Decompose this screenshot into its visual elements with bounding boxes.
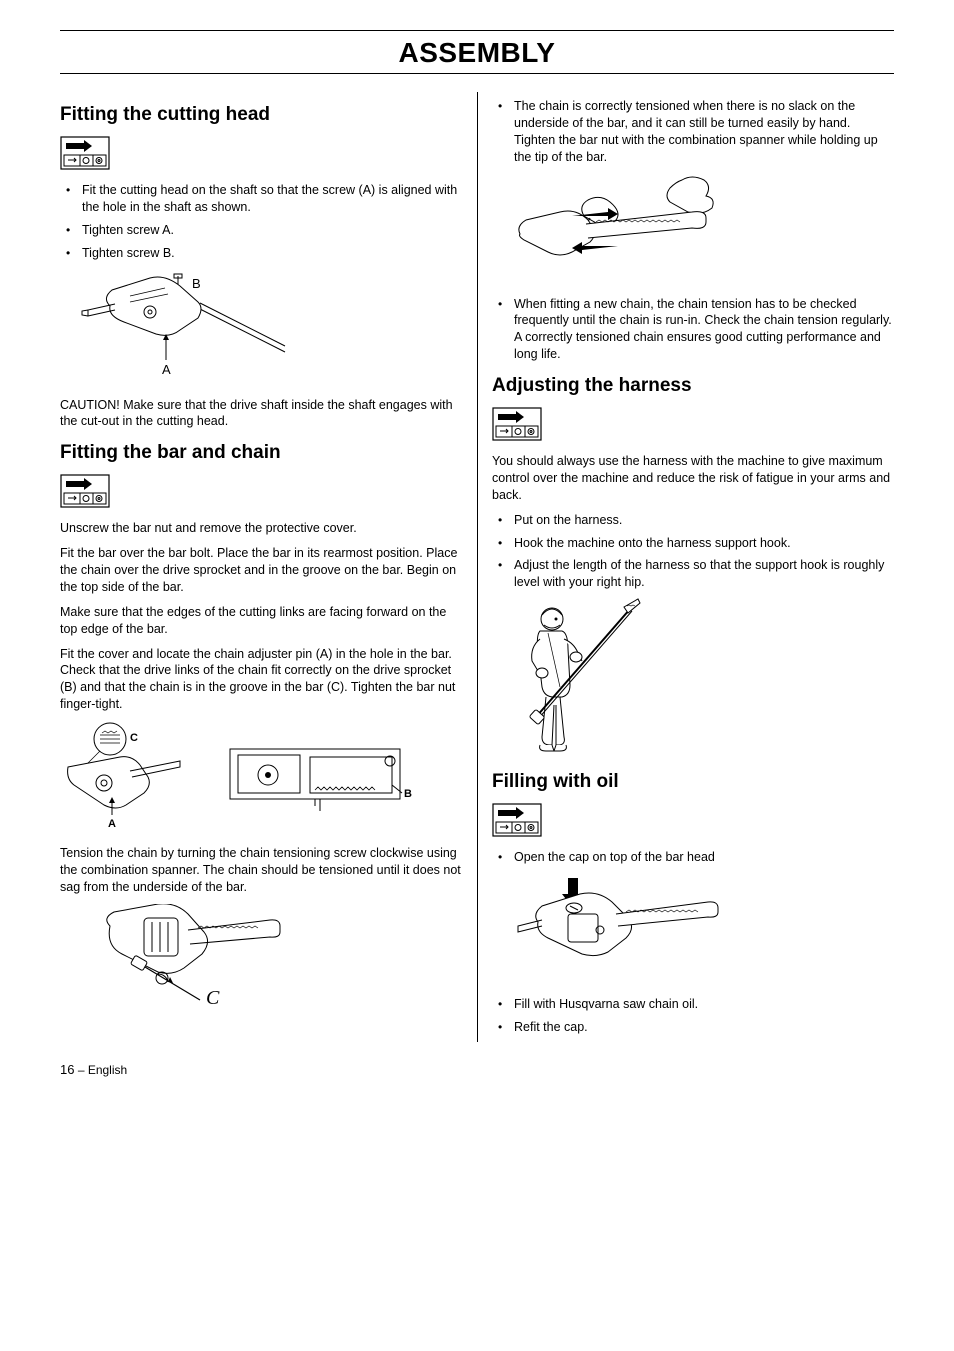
- page-title: ASSEMBLY: [60, 37, 894, 69]
- list-item: The chain is correctly tensioned when th…: [492, 98, 894, 166]
- columns: Fitting the cutting head Fit the cutting…: [60, 92, 894, 1042]
- heading-fitting-cutting-head: Fitting the cutting head: [60, 104, 463, 126]
- page-footer: 16 – English: [60, 1062, 894, 1077]
- list-item: Open the cap on top of the bar head: [492, 849, 894, 866]
- heading-adjusting-harness: Adjusting the harness: [492, 375, 894, 397]
- cutting-head-list: Fit the cutting head on the shaft so tha…: [60, 182, 463, 262]
- caution-text: CAUTION! Make sure that the drive shaft …: [60, 397, 463, 431]
- list-item: Put on the harness.: [492, 512, 894, 529]
- direction-icon-box-4: [492, 803, 894, 837]
- figure-cutting-head: B A: [60, 268, 463, 383]
- title-underline: [60, 73, 894, 74]
- left-column: Fitting the cutting head Fit the cutting…: [60, 92, 477, 1042]
- harness-list: Put on the harness. Hook the machine ont…: [492, 512, 894, 592]
- list-item: When fitting a new chain, the chain tens…: [492, 296, 894, 364]
- para: Fit the bar over the bar bolt. Place the…: [60, 545, 463, 596]
- direction-icon-box-1: [60, 136, 463, 170]
- para: Unscrew the bar nut and remove the prote…: [60, 520, 463, 537]
- page-number: 16: [60, 1062, 74, 1077]
- oil-list: Open the cap on top of the bar head: [492, 849, 894, 866]
- figure-hold-bar: [492, 172, 894, 282]
- direction-icon-box-3: [492, 407, 894, 441]
- label-c-large: C: [206, 987, 220, 1009]
- heading-fitting-bar-chain: Fitting the bar and chain: [60, 442, 463, 464]
- footer-dash: –: [78, 1063, 88, 1077]
- figure-bar-chain-abc: C A B: [60, 721, 463, 831]
- label-a2: A: [108, 818, 116, 830]
- label-b: B: [192, 276, 201, 291]
- harness-intro: You should always use the harness with t…: [492, 453, 894, 504]
- top-rule: [60, 30, 894, 31]
- list-item: Hook the machine onto the harness suppor…: [492, 535, 894, 552]
- label-c: C: [130, 732, 138, 744]
- chain-tension-list: The chain is correctly tensioned when th…: [492, 98, 894, 166]
- figure-harness-person: [492, 597, 894, 757]
- right-column: The chain is correctly tensioned when th…: [477, 92, 894, 1042]
- para: Tension the chain by turning the chain t…: [60, 845, 463, 896]
- list-item: Fit the cutting head on the shaft so tha…: [60, 182, 463, 216]
- para: Make sure that the edges of the cutting …: [60, 604, 463, 638]
- chain-tension-list-2: When fitting a new chain, the chain tens…: [492, 296, 894, 364]
- figure-tension-c: C: [60, 904, 463, 1014]
- label-b2: B: [404, 788, 412, 800]
- label-a: A: [162, 362, 171, 377]
- list-item: Refit the cap.: [492, 1019, 894, 1036]
- heading-filling-oil: Filling with oil: [492, 771, 894, 793]
- list-item: Tighten screw B.: [60, 245, 463, 262]
- list-item: Fill with Husqvarna saw chain oil.: [492, 996, 894, 1013]
- para: Fit the cover and locate the chain adjus…: [60, 646, 463, 714]
- oil-list-2: Fill with Husqvarna saw chain oil. Refit…: [492, 996, 894, 1036]
- direction-icon-box-2: [60, 474, 463, 508]
- page-lang: English: [88, 1063, 127, 1077]
- figure-oil-cap: [492, 872, 894, 982]
- list-item: Adjust the length of the harness so that…: [492, 557, 894, 591]
- list-item: Tighten screw A.: [60, 222, 463, 239]
